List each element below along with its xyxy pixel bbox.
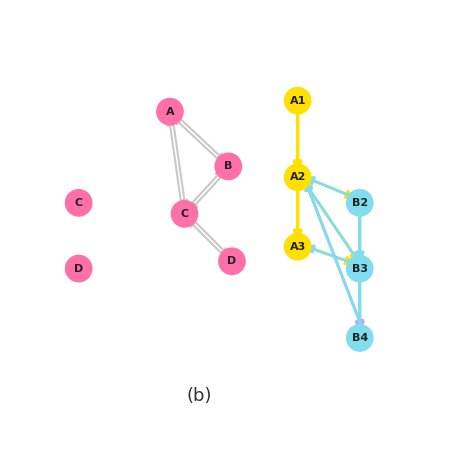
Text: D: D bbox=[228, 256, 237, 266]
Circle shape bbox=[171, 200, 199, 228]
Text: B3: B3 bbox=[352, 264, 368, 273]
Circle shape bbox=[65, 255, 92, 283]
Text: D: D bbox=[74, 264, 83, 273]
Circle shape bbox=[346, 189, 374, 217]
Text: B4: B4 bbox=[352, 333, 368, 343]
Circle shape bbox=[214, 153, 242, 180]
Text: C: C bbox=[181, 209, 189, 219]
Text: A1: A1 bbox=[290, 96, 306, 106]
Text: (b): (b) bbox=[186, 387, 212, 405]
Circle shape bbox=[284, 164, 311, 191]
Circle shape bbox=[156, 98, 184, 126]
Circle shape bbox=[65, 189, 92, 217]
Circle shape bbox=[346, 255, 374, 283]
Circle shape bbox=[218, 247, 246, 275]
Text: B2: B2 bbox=[352, 198, 368, 208]
Circle shape bbox=[284, 233, 311, 261]
Circle shape bbox=[284, 87, 311, 115]
Text: B: B bbox=[224, 161, 233, 172]
Text: A2: A2 bbox=[290, 173, 306, 182]
Circle shape bbox=[346, 324, 374, 352]
Text: A3: A3 bbox=[290, 242, 306, 252]
Text: A: A bbox=[165, 107, 174, 117]
Text: C: C bbox=[74, 198, 83, 208]
